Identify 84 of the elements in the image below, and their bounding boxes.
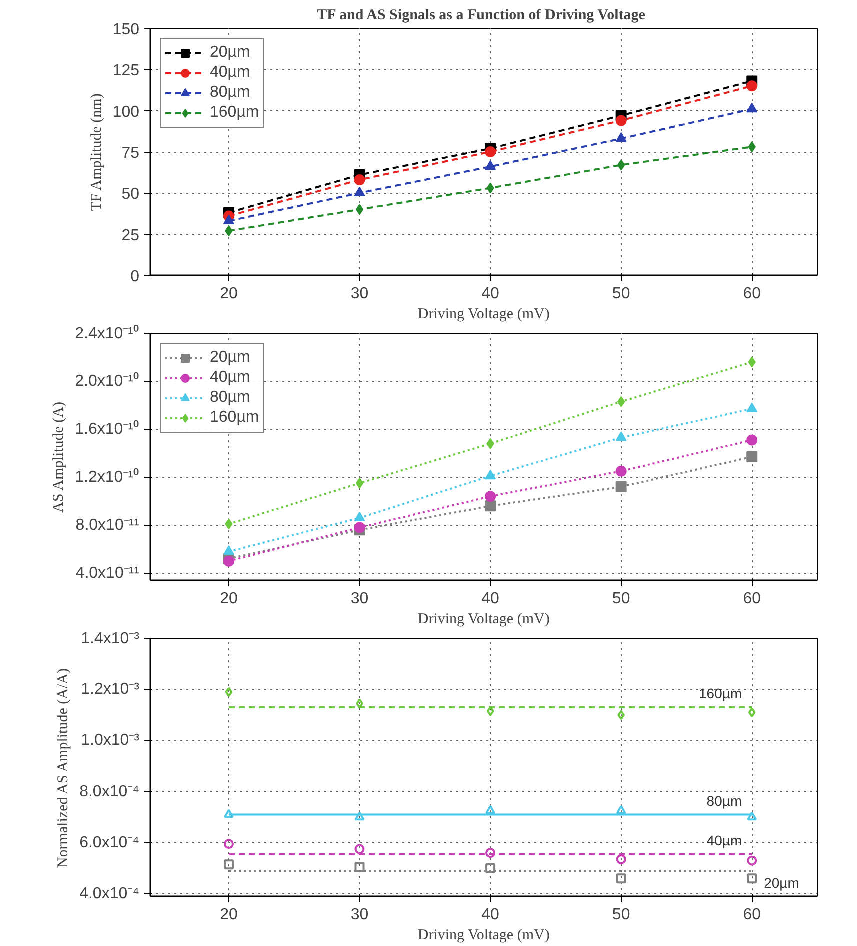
series-label: 80µm xyxy=(706,792,742,809)
legend-label: 40µm xyxy=(210,369,250,387)
point xyxy=(747,812,758,821)
y-axis-title: Normalized AS Amplitude (A/A) xyxy=(56,668,72,868)
point xyxy=(617,160,626,171)
y-tick-label: 1.2x10⁻³ xyxy=(81,681,140,698)
y-tick-label: 6.0x10⁻⁴ xyxy=(80,834,140,852)
x-tick-label: 40 xyxy=(482,590,500,608)
legend-label: 80µm xyxy=(210,84,250,102)
y-tick-label: 4.0x10⁻⁴ xyxy=(80,885,140,902)
x-tick-label: 30 xyxy=(350,590,369,608)
point xyxy=(616,115,627,126)
x-tick-label: 50 xyxy=(612,906,630,924)
point xyxy=(354,186,366,197)
y-tick-label: 1.6x10⁻¹⁰ xyxy=(75,420,140,438)
x-tick-label: 60 xyxy=(743,286,762,302)
point xyxy=(616,854,626,864)
point xyxy=(224,860,234,870)
series-label: 40µm xyxy=(706,832,742,848)
point xyxy=(746,102,758,113)
x-tick-label: 50 xyxy=(612,286,630,302)
point xyxy=(486,706,494,716)
point xyxy=(747,856,758,866)
point xyxy=(486,805,496,814)
y-tick-label: 1.4x10⁻³ xyxy=(81,630,140,648)
y-tick-label: 75 xyxy=(122,145,140,162)
y-tick-label: 8.0x10⁻¹¹ xyxy=(76,516,140,534)
point xyxy=(486,848,496,858)
point xyxy=(616,805,626,814)
point xyxy=(224,839,234,850)
point xyxy=(223,214,234,225)
legend-label: 20µm xyxy=(210,349,250,367)
point xyxy=(224,809,234,818)
point xyxy=(354,844,365,854)
y-tick-label: 2.0x10⁻¹⁰ xyxy=(75,372,140,390)
series-label: 160µm xyxy=(699,685,742,702)
point xyxy=(748,708,756,718)
y-tick-label: 8.0x10⁻⁴ xyxy=(80,783,140,800)
y-tick-label: 4.0x10⁻¹¹ xyxy=(76,564,140,582)
x-tick-label: 60 xyxy=(743,906,762,924)
y-tick-label: 150 xyxy=(112,22,140,38)
legend-label: 160µm xyxy=(210,104,260,122)
x-axis-title: Driving Voltage (mV) xyxy=(418,306,550,322)
x-tick-label: 30 xyxy=(350,906,369,924)
x-axis-title: Driving Voltage (mV) xyxy=(418,612,550,628)
point xyxy=(486,863,496,874)
legend-label: 80µm xyxy=(210,389,250,407)
y-tick-label: 50 xyxy=(122,186,140,204)
y-tick-label: 2.4x10⁻¹⁰ xyxy=(75,324,140,342)
point xyxy=(354,812,365,821)
point xyxy=(618,710,625,720)
point xyxy=(485,146,496,158)
x-tick-label: 50 xyxy=(612,590,630,608)
y-tick-label: 0 xyxy=(130,268,140,286)
y-tick-label: 100 xyxy=(112,104,140,121)
legend-label: 160µm xyxy=(210,409,260,427)
x-tick-label: 20 xyxy=(220,906,238,924)
x-tick-label: 20 xyxy=(220,286,238,302)
chart-title: TF and AS Signals as a Function of Driving Voltage xyxy=(317,8,646,24)
y-axis-title: TF Amplitude (nm) xyxy=(88,94,105,212)
point xyxy=(616,132,627,142)
y-tick-label: 25 xyxy=(122,227,140,244)
point xyxy=(354,862,365,872)
point xyxy=(356,698,364,709)
x-tick-label: 40 xyxy=(482,286,500,302)
legend-label: 20µm xyxy=(210,44,250,62)
point xyxy=(354,174,366,186)
x-axis-title: Driving Voltage (mV) xyxy=(418,928,550,944)
point xyxy=(225,687,233,698)
point xyxy=(616,874,626,884)
y-axis-title: AS Amplitude (A) xyxy=(51,402,68,513)
x-tick-label: 60 xyxy=(743,590,762,608)
legend-label: 40µm xyxy=(210,64,250,82)
point xyxy=(747,874,758,884)
point xyxy=(356,204,364,216)
point xyxy=(746,80,758,92)
x-tick-label: 40 xyxy=(482,906,500,924)
point xyxy=(485,160,496,170)
y-tick-label: 125 xyxy=(112,62,140,80)
y-tick-label: 1.2x10⁻¹⁰ xyxy=(75,468,140,486)
series-label: 20µm xyxy=(764,874,800,891)
y-tick-label: 1.0x10⁻³ xyxy=(81,732,140,750)
x-tick-label: 20 xyxy=(220,590,238,608)
x-tick-label: 30 xyxy=(350,286,369,302)
